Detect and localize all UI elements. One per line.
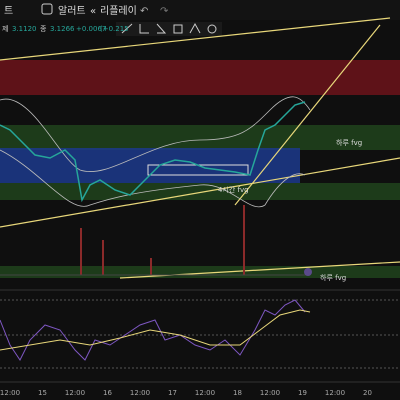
x-tick-label: 15 (38, 389, 47, 397)
ohlc-row: 제 3.1120 종 3.1266 +0.0067 (+0.215 (2, 25, 129, 33)
replay-button[interactable]: 리플레이 (100, 5, 137, 17)
x-tick-label: 17 (168, 389, 177, 397)
toolbar (0, 0, 400, 20)
change-pct: (+0.215 (100, 25, 129, 33)
bollinger-bands (0, 96, 311, 208)
volume-bars (80, 205, 245, 275)
x-tick-label: 19 (298, 389, 307, 397)
fvg-zone (0, 125, 400, 150)
price-path (0, 101, 306, 203)
fvg-zone-lower (0, 183, 400, 200)
x-tick-label: 12:00 (130, 389, 150, 397)
open-label: 제 (2, 25, 8, 33)
undo-button[interactable]: ↶ (140, 6, 148, 17)
fvg-4h-label: 4시간 fvg (218, 185, 249, 194)
trend-lines (0, 17, 400, 279)
x-tick-label: 12:00 (65, 389, 85, 397)
x-tick-label: 12:00 (260, 389, 280, 397)
x-tick-label: 12:00 (195, 389, 215, 397)
toolbar-fragment: 트 (4, 6, 13, 17)
replay-icon[interactable]: « (90, 6, 96, 17)
close-value: 3.1266 (50, 25, 75, 33)
change-value: +0.0067 (76, 25, 106, 33)
rsi-line (0, 299, 306, 361)
supply-zone (0, 60, 400, 95)
marker[interactable] (304, 268, 312, 276)
x-tick-label: 18 (233, 389, 242, 397)
x-tick-label: 20 (363, 389, 372, 397)
fvg-label: 하루 fvg (336, 138, 362, 147)
x-tick-label: 12:00 (0, 389, 20, 397)
rsi-ma (0, 309, 311, 351)
alert-icon[interactable] (41, 3, 53, 15)
close-label: 종 (40, 25, 47, 33)
x-tick-label: 16 (103, 389, 112, 397)
redo-button[interactable]: ↷ (160, 6, 169, 17)
open-value: 3.1120 (12, 25, 37, 33)
fvg-bottom-label: 하루 fvg (320, 273, 346, 282)
fvg-zone-4h (0, 148, 300, 185)
alert-button[interactable]: 알러트 (58, 5, 86, 17)
x-tick-label: 12:00 (325, 389, 345, 397)
rsi-levels (0, 299, 400, 369)
drawing-tools[interactable] (116, 22, 222, 36)
x-axis-labels: 12:00 15 12:00 16 12:00 17 12:00 18 12:00 19 12:00… (0, 389, 372, 397)
